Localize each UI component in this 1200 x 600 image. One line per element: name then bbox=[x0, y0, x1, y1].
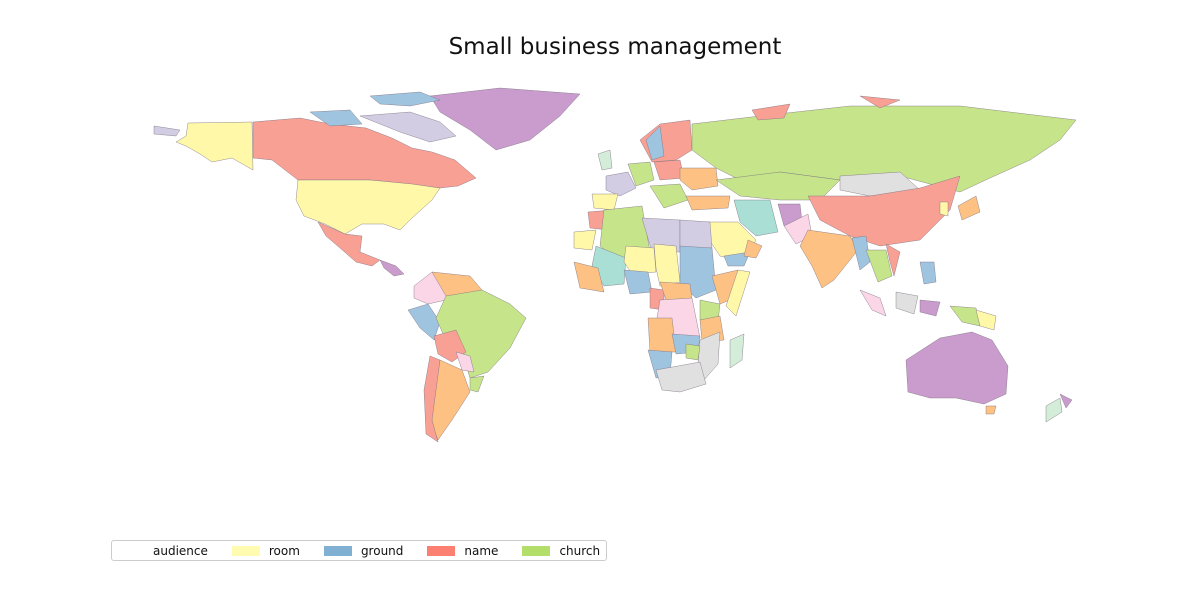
legend-label: church bbox=[559, 543, 601, 558]
region-nigeria bbox=[623, 269, 653, 295]
region-balkans bbox=[649, 183, 689, 209]
region-australia bbox=[905, 331, 1009, 405]
legend-label: audience bbox=[153, 543, 208, 558]
region-central-africa bbox=[659, 281, 693, 301]
region-mexico bbox=[317, 221, 381, 267]
region-egypt bbox=[679, 219, 713, 249]
region-greenland bbox=[429, 87, 581, 151]
region-mozambique bbox=[697, 331, 721, 381]
region-russia bbox=[691, 105, 1077, 193]
region-arctic-blue bbox=[309, 109, 363, 127]
region-mali bbox=[591, 245, 627, 287]
region-sweden bbox=[645, 125, 665, 161]
region-chad bbox=[653, 243, 681, 287]
legend-swatch bbox=[522, 545, 551, 556]
region-arctic-islands bbox=[359, 111, 457, 143]
region-japan bbox=[957, 195, 981, 221]
region-png bbox=[975, 309, 997, 331]
region-brazil bbox=[435, 289, 527, 379]
region-china bbox=[807, 175, 961, 247]
region-indonesia-2 bbox=[895, 291, 919, 315]
legend-label: room bbox=[268, 543, 300, 558]
region-arctic-north bbox=[369, 91, 441, 107]
region-se-asia bbox=[865, 249, 893, 283]
legend-label: name bbox=[464, 543, 499, 558]
region-arctic-russia-east bbox=[859, 95, 901, 109]
legend-item: room bbox=[231, 543, 324, 558]
region-central-america bbox=[379, 259, 405, 277]
region-zimbabwe bbox=[685, 343, 701, 361]
region-oman bbox=[743, 239, 763, 259]
region-uk bbox=[597, 149, 613, 171]
region-peru bbox=[407, 303, 441, 341]
legend-item: audience bbox=[116, 544, 232, 558]
region-western-sahara bbox=[573, 229, 597, 251]
region-south-africa bbox=[655, 361, 707, 393]
region-somalia bbox=[725, 269, 751, 317]
region-germany bbox=[627, 161, 655, 187]
region-iran bbox=[733, 199, 779, 237]
region-paraguay bbox=[455, 351, 475, 373]
region-yemen bbox=[723, 251, 751, 267]
region-arctic-left bbox=[153, 125, 181, 137]
region-vietnam bbox=[885, 243, 901, 277]
legend-swatch bbox=[116, 545, 144, 556]
legend-label: ground bbox=[360, 543, 404, 558]
legend-swatch bbox=[231, 545, 260, 556]
region-usa bbox=[295, 179, 441, 235]
map-title: Small business management bbox=[448, 34, 782, 60]
region-west-africa bbox=[573, 261, 605, 293]
region-canada bbox=[252, 117, 477, 189]
region-arctic-russia bbox=[751, 103, 791, 121]
region-india bbox=[799, 229, 859, 289]
legend-item: church bbox=[522, 544, 624, 558]
region-alaska bbox=[175, 121, 254, 171]
region-iberia bbox=[591, 193, 619, 211]
legend-item: ground bbox=[323, 543, 427, 558]
region-philippines bbox=[919, 261, 937, 285]
legend-item: name bbox=[427, 544, 522, 558]
region-poland bbox=[653, 159, 685, 181]
region-papua bbox=[949, 305, 981, 327]
legend: audience room ground name church bbox=[111, 540, 607, 561]
region-tasmania bbox=[985, 405, 997, 415]
region-angola bbox=[647, 317, 677, 353]
region-france bbox=[605, 171, 637, 197]
region-turkey bbox=[685, 195, 731, 211]
region-indonesia-3 bbox=[919, 299, 941, 317]
region-madagascar bbox=[729, 333, 745, 369]
region-eastern-europe bbox=[679, 167, 719, 191]
region-uruguay bbox=[469, 375, 485, 393]
region-myanmar bbox=[851, 235, 871, 271]
legend-swatch bbox=[427, 545, 456, 556]
region-nz-north bbox=[1059, 393, 1073, 409]
region-indonesia-1 bbox=[859, 289, 887, 317]
region-chile bbox=[423, 355, 441, 443]
region-new-zealand bbox=[1045, 397, 1063, 423]
region-korea bbox=[939, 201, 949, 217]
region-niger bbox=[623, 245, 657, 275]
legend-swatch bbox=[323, 545, 352, 556]
